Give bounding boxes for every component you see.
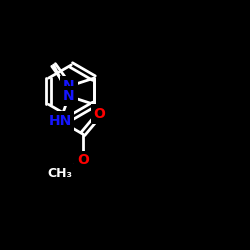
Text: O: O [94, 107, 106, 121]
Text: CH₃: CH₃ [48, 167, 72, 180]
Text: N: N [63, 89, 75, 103]
Text: HN: HN [48, 114, 72, 128]
Text: N: N [63, 79, 75, 93]
Text: O: O [77, 153, 89, 167]
